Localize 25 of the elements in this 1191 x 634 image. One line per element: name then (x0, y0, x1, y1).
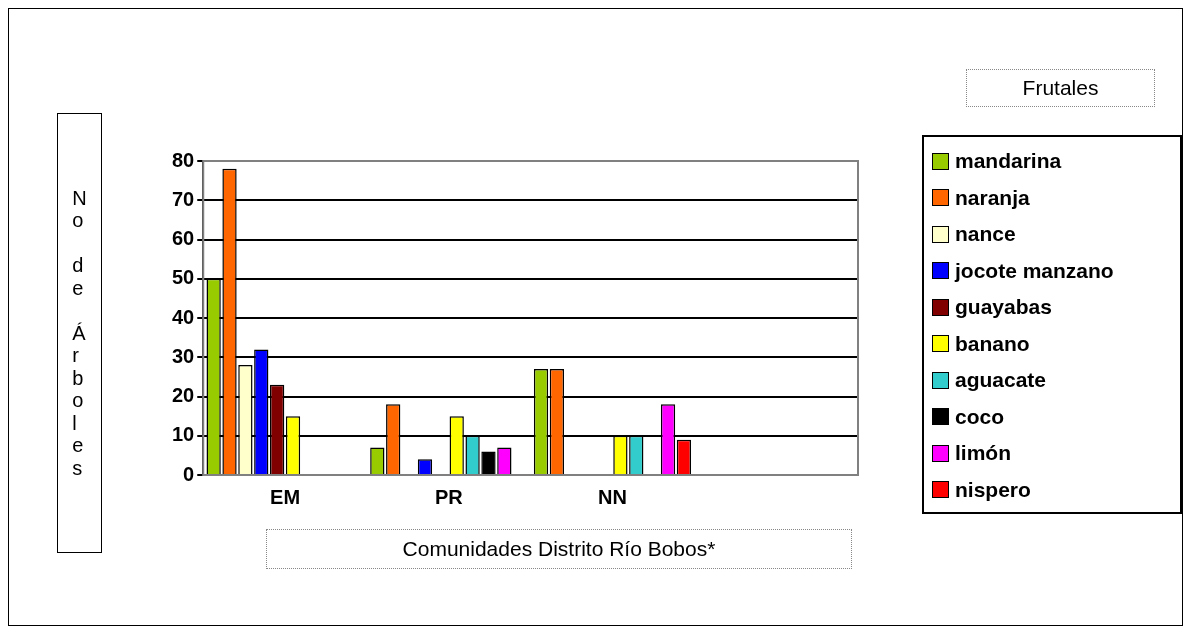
legend-label: mandarina (955, 149, 1062, 174)
legend-label: jocote manzano (955, 258, 1114, 283)
legend-label: nispero (955, 477, 1031, 502)
y-tick-label: 10 (172, 423, 195, 446)
legend-label: guayabas (955, 295, 1052, 320)
legend-label: nance (955, 222, 1016, 247)
x-tick-label: NN (598, 485, 627, 508)
x-axis-title: Comunidades Distrito Río Bobos* (266, 529, 852, 569)
text: No de Árboles (72, 186, 87, 479)
y-tick-label: 80 (172, 148, 195, 171)
y-tick-label: 60 (172, 227, 195, 250)
x-tick-label: EM (270, 485, 301, 508)
y-tick-label: 20 (172, 384, 195, 407)
y-tick-label: 0 (183, 462, 195, 485)
legend-label: banano (955, 331, 1030, 356)
legend-title: Frutales (966, 69, 1155, 107)
y-tick-label: 30 (172, 344, 195, 367)
y-tick-label: 70 (172, 187, 195, 210)
legend-label: limón (955, 441, 1011, 466)
legend-label: naranja (955, 185, 1030, 210)
legend-label: aguacate (955, 368, 1047, 393)
y-tick-label: 40 (172, 305, 195, 328)
legend-label: coco (955, 404, 1005, 429)
x-tick-label: PR (434, 485, 464, 508)
y-tick-label: 50 (172, 266, 195, 289)
